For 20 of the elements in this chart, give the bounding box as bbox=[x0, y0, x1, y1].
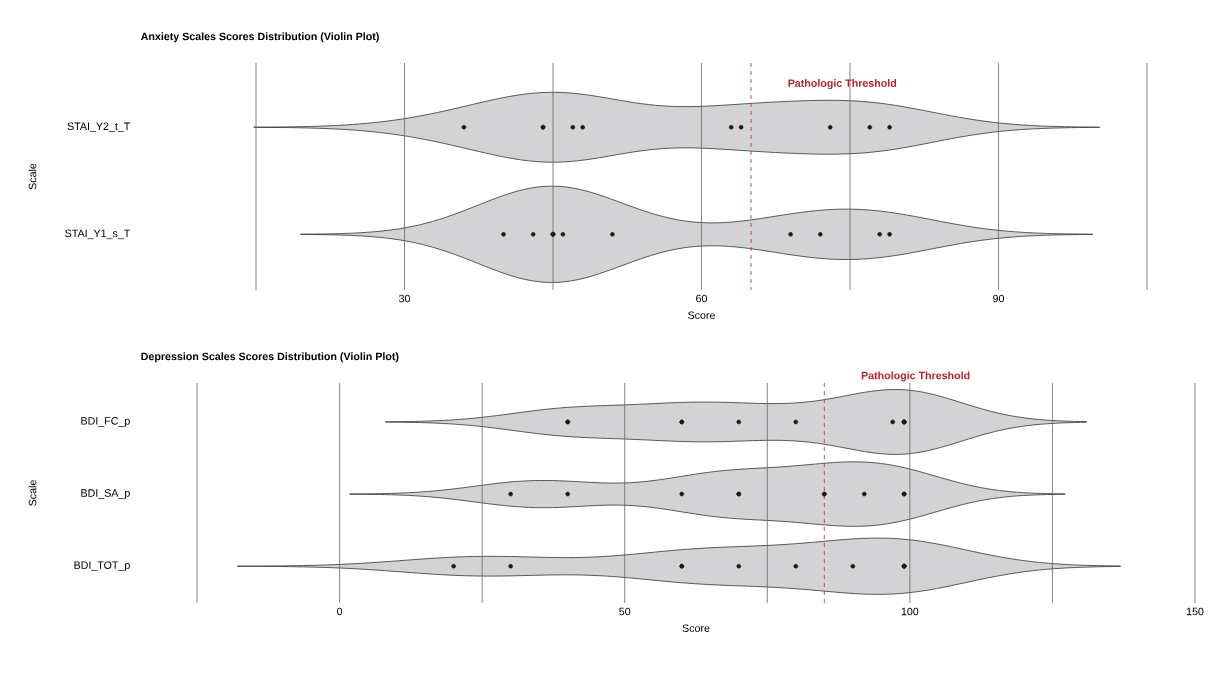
y-tick-label: BDI_FC_p bbox=[81, 417, 130, 427]
chart-title: Anxiety Scales Scores Distribution (Violin Plot) bbox=[140, 32, 379, 43]
y-tick-label: BDI_SA_p bbox=[81, 489, 130, 499]
ref-line-label: Pathologic Threshold bbox=[861, 371, 970, 382]
x-tick-label: 60 bbox=[696, 294, 708, 303]
chart-title: Depression Scales Scores Distribution (Violin Plot) bbox=[141, 352, 399, 363]
x-tick-label: 90 bbox=[993, 294, 1005, 303]
y-tick-label: BDI_TOT_p bbox=[74, 561, 130, 572]
y-tick-label: STAI_Y2_t_T bbox=[67, 122, 131, 133]
x-tick-label: 30 bbox=[398, 294, 411, 303]
x-tick-label: 100 bbox=[901, 607, 919, 616]
x-tick-label: 0 bbox=[337, 607, 343, 616]
y-axis-title: Scale bbox=[28, 163, 37, 190]
y-tick-label: STAI_Y1_s_T bbox=[65, 229, 131, 240]
x-axis-title: Score bbox=[682, 624, 710, 632]
ref-line-label: Pathologic Threshold bbox=[788, 79, 897, 90]
y-axis-title: Scale bbox=[28, 480, 37, 506]
x-tick-label: 150 bbox=[1186, 607, 1204, 616]
x-tick-label: 50 bbox=[619, 607, 631, 616]
x-axis-title: Score bbox=[688, 311, 715, 319]
